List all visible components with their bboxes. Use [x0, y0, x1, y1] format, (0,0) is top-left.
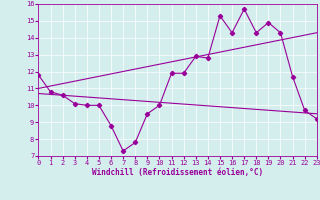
X-axis label: Windchill (Refroidissement éolien,°C): Windchill (Refroidissement éolien,°C) [92, 168, 263, 177]
